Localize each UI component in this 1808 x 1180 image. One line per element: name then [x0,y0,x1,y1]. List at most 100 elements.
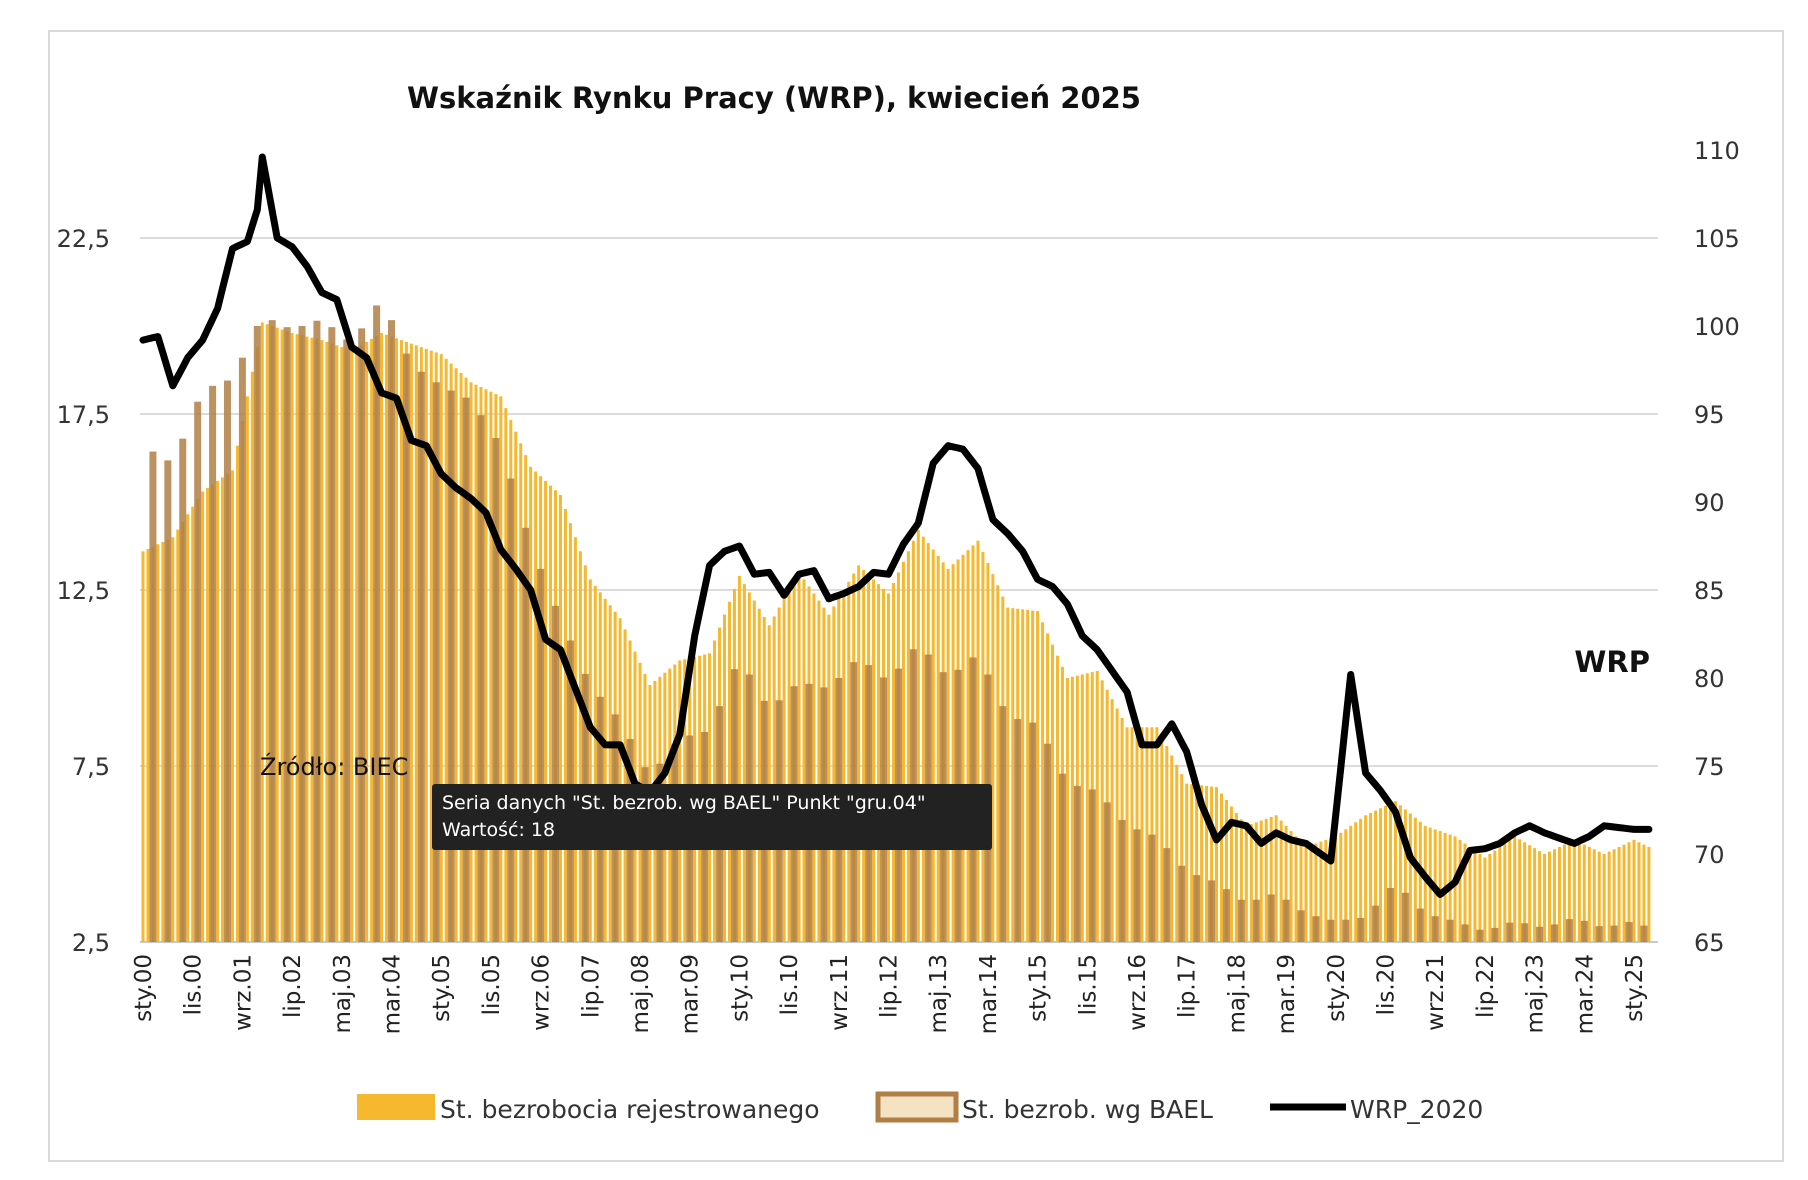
x-tick-label: sty.25 [1622,954,1648,1022]
bar-bael [402,353,410,942]
bar-registered [757,608,761,942]
bar-bael [522,527,530,942]
bar-registered [996,585,1000,942]
bar-bael [223,380,231,942]
bar-registered [444,358,448,942]
bar-registered [424,348,428,942]
bar-registered [414,345,418,942]
bar-registered [1423,825,1427,942]
bar-registered [201,491,205,942]
x-tick-label: lip.22 [1473,954,1499,1018]
x-tick-label: lip.12 [877,954,903,1018]
x-tick-label: wrz.01 [230,954,256,1031]
bar-registered [370,338,374,942]
bar-registered [1374,810,1378,942]
bar-registered [429,350,433,942]
bar-bael [149,451,157,942]
right-tick-label: 65 [1694,929,1725,957]
bar-registered [1026,609,1030,942]
x-tick: lip.17 [1175,954,1201,1018]
bar-bael [432,382,440,942]
bar-registered [1125,727,1129,942]
bar-registered [1095,670,1099,942]
bar-registered [1130,727,1134,942]
bar-bael [1014,719,1022,942]
bar-registered [1314,843,1318,942]
bar-bael [373,305,381,942]
bar-bael [343,339,351,942]
bar-registered [454,368,458,942]
bar-bael [283,327,291,942]
x-tick-label: wrz.16 [1125,954,1151,1031]
bar-bael [1506,922,1514,942]
bar-registered [1041,622,1045,942]
x-tick: wrz.21 [1423,954,1449,1031]
bar-registered [1538,851,1542,942]
bar-registered [1403,809,1407,942]
bar-registered [797,572,801,942]
x-tick: lip.22 [1473,954,1499,1018]
bar-registered [742,584,746,942]
bar-registered [245,396,249,942]
x-tick: lis.20 [1374,954,1400,1015]
bar-bael [1446,919,1454,942]
x-tick-label: wrz.21 [1423,954,1449,1031]
bar-registered [469,382,473,942]
bar-bael [492,438,500,942]
bar-registered [265,324,269,942]
bar-registered [1473,850,1477,942]
bar-registered [1006,607,1010,942]
bar-registered [812,593,816,942]
x-tick: wrz.01 [230,954,256,1031]
bar-bael [462,397,470,942]
bar-registered [1229,806,1233,942]
bar-registered [737,575,741,942]
left-tick-label: 12,5 [57,577,110,605]
bar-bael [1103,802,1111,942]
right-tick-label: 80 [1694,665,1725,693]
bar-registered [439,354,443,942]
bar-registered [618,618,622,942]
bar-bael [388,320,395,943]
bar-bael [1416,908,1424,942]
bar-registered [722,614,726,942]
bar-registered [1647,846,1651,942]
bar-registered [1508,839,1512,942]
x-tick-label: lis.05 [479,954,505,1015]
bar-registered [847,581,851,942]
bar-registered [1548,851,1552,942]
bar-registered [474,384,478,943]
bar-registered [1294,836,1298,942]
bar-registered [290,333,294,942]
bar-registered [355,347,359,942]
x-tick-label: sty.00 [131,954,157,1022]
x-tick: sty.25 [1622,954,1648,1022]
bar-registered [394,338,398,942]
bar-registered [1543,854,1547,942]
bar-registered [1319,841,1323,942]
bar-registered [1185,783,1189,942]
x-tick-label: maj.08 [628,954,654,1033]
bar-registered [380,333,384,942]
bar-bael [656,763,664,942]
x-tick-label: wrz.11 [827,954,853,1031]
x-tick: wrz.11 [827,954,853,1031]
bar-registered [385,334,389,942]
x-tick-label: maj.18 [1224,954,1250,1033]
bar-registered [1284,825,1288,942]
bar-registered [1582,844,1586,942]
bar-registered [1175,764,1179,942]
bar-registered [961,554,965,942]
bar-registered [1637,842,1641,942]
x-tick: mar.14 [976,954,1002,1034]
bar-registered [186,514,190,942]
bar-registered [891,582,895,942]
bar-bael [1327,919,1335,942]
bar-registered [1234,812,1238,942]
bar-registered [350,350,354,942]
right-tick-label: 70 [1694,841,1725,869]
bar-registered [1493,850,1497,942]
bar-registered [1205,785,1209,942]
bar-registered [1215,787,1219,942]
bar-registered [1070,676,1074,942]
